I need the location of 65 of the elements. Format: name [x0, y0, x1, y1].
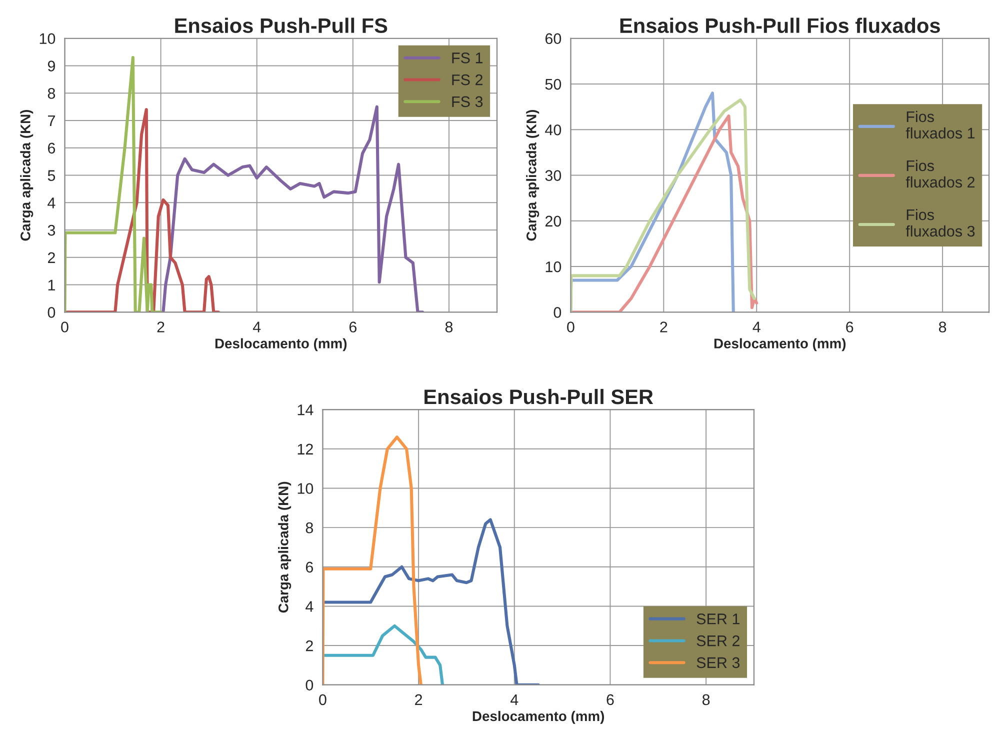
legend-label: FS 3	[452, 96, 483, 108]
x-tick-label: 4	[752, 322, 760, 332]
y-tick-label: 8	[306, 522, 314, 534]
x-tick-label: 2	[157, 322, 164, 332]
line-series	[322, 518, 540, 685]
legend-label: FS 1	[452, 52, 483, 64]
line-series	[64, 108, 220, 312]
x-tick-label: 0	[319, 694, 326, 706]
chart-title: Ensaios Push-Pull SER	[424, 388, 654, 404]
legend-label: Fios fluxados 3	[906, 208, 975, 237]
y-tick-label: 6	[48, 142, 56, 154]
y-tick-label: 5	[48, 170, 56, 181]
y-tick-label: 12	[298, 444, 313, 454]
x-tick-label: 8	[702, 694, 710, 706]
chart-title: Ensaios Push-Pull FS	[175, 18, 388, 34]
y-tick-label: 4	[48, 198, 56, 208]
y-tick-label: 30	[545, 170, 562, 181]
chart-title: Ensaios Push-Pull Fios fluxados	[620, 18, 940, 34]
y-tick-label: 0	[48, 307, 56, 318]
y-tick-label: 10	[298, 483, 314, 494]
y-tick-label: 3	[48, 224, 56, 236]
y-tick-label: 4	[306, 601, 314, 612]
x-axis-title: Deslocamento (mm)	[714, 338, 846, 352]
x-tick-label: 6	[606, 694, 614, 706]
legend-label: Fios fluxados 2	[906, 160, 975, 188]
y-tick-label: 0	[554, 307, 562, 318]
x-tick-label: 6	[846, 322, 854, 332]
x-tick-label: 0	[567, 322, 574, 332]
y-tick-label: 2	[306, 640, 313, 652]
x-tick-label: 4	[510, 694, 518, 705]
x-tick-label: 8	[938, 322, 946, 332]
legend-label: FS 2	[452, 74, 482, 86]
y-tick-label: 10	[40, 33, 56, 44]
y-axis-title: Carga aplicada (KN)	[278, 482, 292, 613]
line-series	[322, 436, 422, 685]
y-tick-label: 2	[48, 252, 55, 263]
y-tick-label: 10	[546, 261, 562, 272]
x-tick-label: 0	[61, 322, 68, 332]
line-series	[64, 56, 162, 312]
y-tick-label: 6	[306, 562, 314, 573]
x-tick-label: 2	[660, 322, 668, 332]
y-tick-label: 7	[48, 116, 55, 126]
y-tick-label: 20	[545, 216, 562, 227]
x-axis-title: Deslocamento (mm)	[472, 710, 604, 724]
x-tick-label: 2	[415, 694, 422, 705]
legend-label: SER 1	[696, 614, 740, 624]
y-tick-label: 40	[545, 124, 562, 136]
y-axis-title: Carga aplicada (KN)	[20, 110, 34, 241]
x-axis-title: Deslocamento (mm)	[215, 338, 347, 352]
y-tick-label: 0	[306, 680, 314, 691]
line-series	[162, 105, 424, 312]
y-tick-label: 60	[545, 33, 562, 44]
x-tick-label: 6	[349, 322, 356, 332]
legend-label: SER 2	[696, 635, 740, 646]
y-tick-label: 50	[545, 78, 562, 90]
line-series	[322, 624, 444, 685]
y-axis-title: Carga aplicada (KN)	[526, 110, 540, 241]
x-tick-label: 8	[445, 322, 453, 332]
y-tick-label: 1	[48, 280, 55, 290]
y-tick-label: 8	[48, 88, 56, 99]
y-tick-label: 14	[298, 404, 314, 416]
y-tick-label: 9	[48, 60, 55, 72]
x-tick-label: 4	[252, 322, 261, 332]
legend-label: SER 3	[696, 657, 740, 668]
legend-label: Fios fluxados 1	[906, 110, 975, 139]
